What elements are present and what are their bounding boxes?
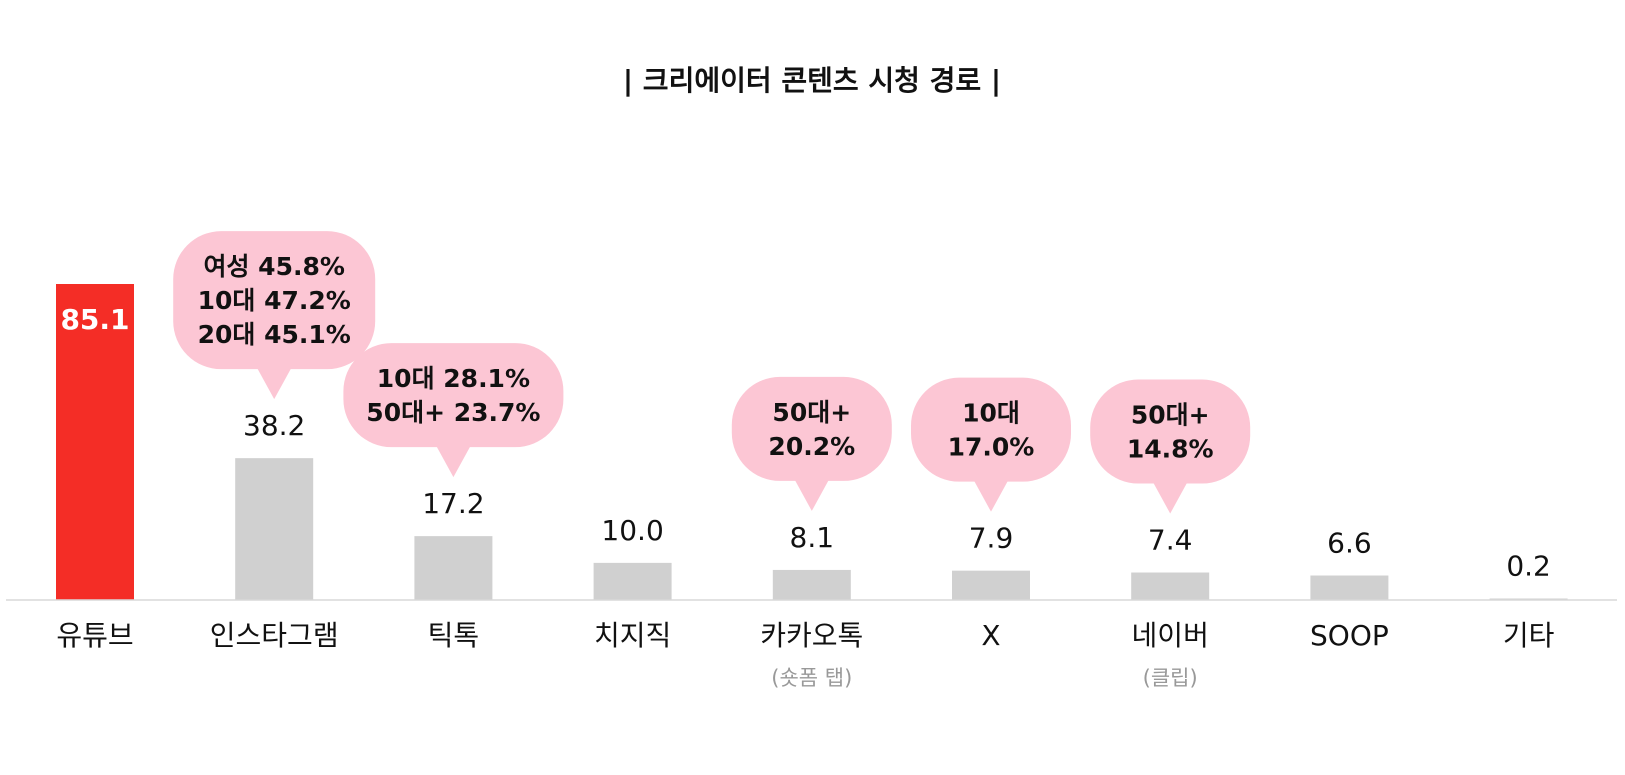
bar <box>952 570 1030 600</box>
callout-tail <box>257 368 292 400</box>
callout-text: 10대 <box>962 399 1020 428</box>
category-sublabel: (클립) <box>1143 666 1198 690</box>
callout-bubble: 10대 28.1% 50대+ 23.7% <box>343 343 564 478</box>
callout-text: 50대+ <box>772 398 851 427</box>
value-label: 8.1 <box>790 521 835 554</box>
bar <box>1131 572 1210 600</box>
bar <box>772 569 851 600</box>
callout-text: 10대 47.2% <box>198 286 351 315</box>
bar <box>235 458 314 600</box>
callout-box <box>1090 379 1251 484</box>
bar <box>593 562 672 600</box>
category-label: 유튜브 <box>56 619 133 652</box>
value-label: 10.0 <box>601 514 663 547</box>
category-sublabel: (숏폼 탭) <box>771 666 852 690</box>
value-label: 7.9 <box>969 522 1014 555</box>
callout-text: 20.2% <box>768 432 855 461</box>
callout-bubble: 여성 45.8% 10대 47.2% 20대 45.1% <box>173 231 376 400</box>
bar <box>1310 575 1389 600</box>
value-label: 85.1 <box>60 303 129 336</box>
callout-text: 10대 28.1% <box>377 364 530 393</box>
value-label: 17.2 <box>422 487 484 520</box>
callout-tail <box>1153 482 1188 514</box>
callouts-group: 여성 45.8% 10대 47.2% 20대 45.1% 10대 28.1% 50대+ … <box>173 231 1251 514</box>
category-label: 카카오톡 <box>760 619 863 652</box>
callout-text: 17.0% <box>948 433 1035 462</box>
callout-box <box>911 377 1071 482</box>
callout-tail <box>436 446 471 478</box>
callout-text: 여성 45.8% <box>203 252 344 281</box>
bar <box>56 284 134 600</box>
callout-bubble: 10대 17.0% <box>911 377 1071 512</box>
callout-text: 50대+ <box>1131 401 1210 430</box>
callout-text: 50대+ 23.7% <box>366 398 540 427</box>
callout-tail <box>974 480 1008 512</box>
callout-box <box>173 231 376 370</box>
value-label: 7.4 <box>1148 524 1193 557</box>
labels-group: 85.1 유튜브 38.2 인스타그램 17.2 틱톡 10.0 치지직 8.1 카카오톡 (숏폼 … <box>56 303 1554 690</box>
callout-tail <box>794 479 829 511</box>
callout-text: 20대 45.1% <box>198 320 351 349</box>
value-label: 0.2 <box>1506 550 1551 583</box>
category-label: 기타 <box>1503 619 1555 652</box>
bars-group <box>56 284 1568 600</box>
category-label: 치지직 <box>594 619 671 652</box>
category-label: 틱톡 <box>428 619 480 652</box>
callout-bubble: 50대+ 20.2% <box>731 376 892 511</box>
category-label: 네이버 <box>1132 619 1209 652</box>
value-label: 6.6 <box>1327 526 1372 559</box>
callout-box <box>343 343 564 448</box>
chart-title: | 크리에이터 콘텐츠 시청 경로 | <box>623 64 1001 97</box>
category-label: SOOP <box>1310 619 1389 652</box>
callout-text: 14.8% <box>1127 435 1214 464</box>
bar <box>414 536 493 600</box>
category-label: X <box>981 619 1000 652</box>
category-label: 인스타그램 <box>210 619 339 652</box>
callout-bubble: 50대+ 14.8% <box>1090 379 1251 514</box>
value-label: 38.2 <box>243 409 305 442</box>
callout-box <box>731 376 892 481</box>
